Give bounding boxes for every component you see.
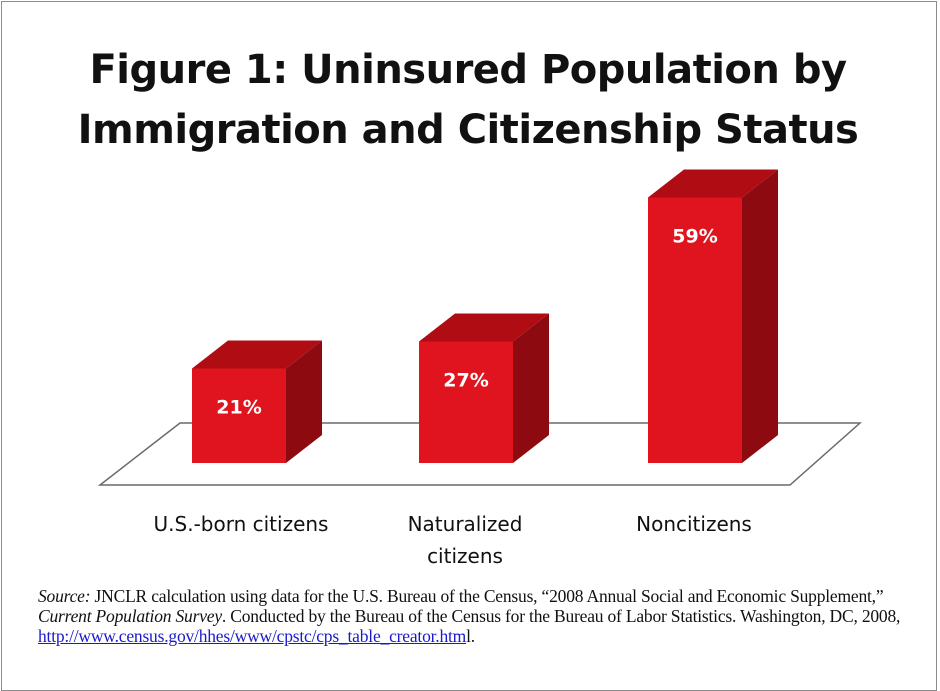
category-label-us-born: U.S.-born citizens bbox=[141, 508, 341, 540]
bar-value-label-noncitizens: 59% bbox=[672, 226, 717, 248]
source-link[interactable]: http://www.census.gov/hhes/www/cpstc/cps… bbox=[38, 626, 467, 646]
source-text-2: . Conducted by the Bureau of the Census … bbox=[221, 606, 901, 626]
category-label-noncitizens: Noncitizens bbox=[594, 508, 794, 540]
bar-top-noncitizens bbox=[648, 169, 778, 198]
category-label-naturalized-line-1: Naturalized bbox=[407, 512, 523, 536]
category-label-naturalized: Naturalized citizens bbox=[365, 508, 565, 572]
bar-side-noncitizens bbox=[742, 169, 778, 463]
source-label: Source: bbox=[38, 586, 91, 606]
bar-front-naturalized bbox=[419, 341, 513, 463]
chart-title-line-1: Figure 1: Uninsured Population by bbox=[89, 47, 847, 93]
bar-front-us-born bbox=[192, 368, 286, 463]
source-note: Source: JNCLR calculation using data for… bbox=[38, 586, 918, 646]
bar-side-naturalized bbox=[513, 313, 549, 463]
source-link-tail: l. bbox=[466, 626, 475, 646]
bar-value-label-naturalized: 27% bbox=[443, 370, 488, 392]
bar-front-noncitizens bbox=[648, 197, 742, 463]
bar-noncitizens: 59% bbox=[648, 169, 778, 463]
bar-value-label-us-born: 21% bbox=[216, 397, 261, 419]
bar-top-us-born bbox=[192, 340, 322, 369]
chart-title: Figure 1: Uninsured Population by Immigr… bbox=[40, 40, 896, 160]
chart-title-line-2: Immigration and Citizenship Status bbox=[77, 107, 859, 153]
bar-us-born: 21% bbox=[192, 340, 322, 463]
category-label-us-born-line-1: U.S.-born citizens bbox=[153, 512, 329, 536]
bar-side-us-born bbox=[286, 340, 322, 463]
category-label-noncitizens-line-1: Noncitizens bbox=[636, 512, 752, 536]
source-publication: Current Population Survey bbox=[38, 606, 222, 626]
bar-top-naturalized bbox=[419, 313, 549, 342]
source-text-1: JNCLR calculation using data for the U.S… bbox=[90, 586, 884, 606]
bar-naturalized: 27% bbox=[419, 313, 549, 463]
bars-layer: 21% 27% 59% bbox=[192, 169, 778, 463]
category-label-naturalized-line-2: citizens bbox=[427, 544, 503, 568]
